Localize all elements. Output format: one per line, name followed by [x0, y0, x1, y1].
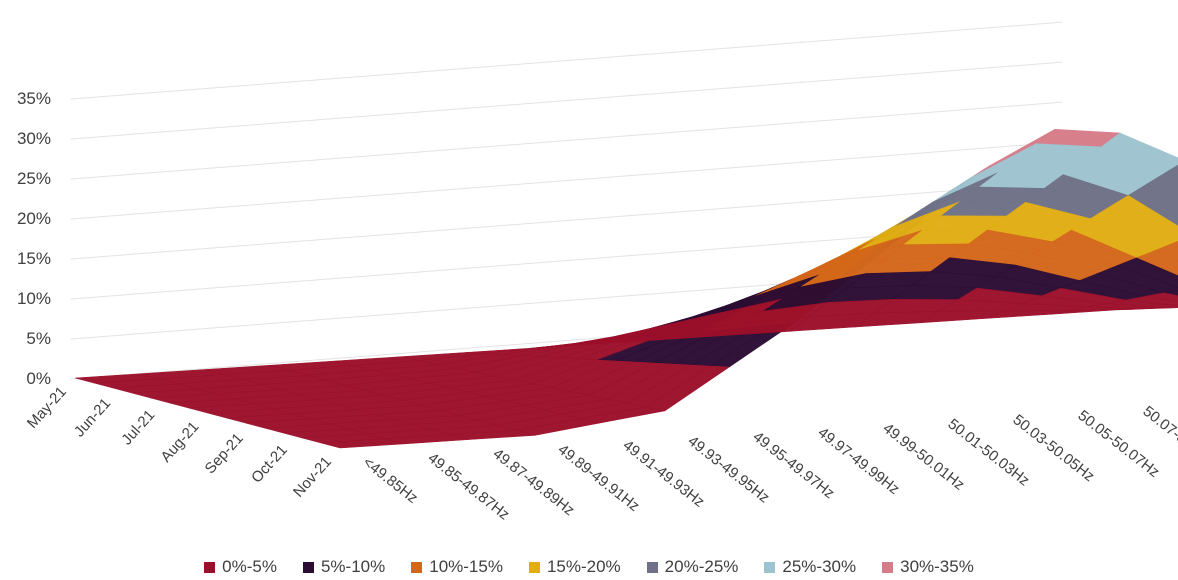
legend-item: 25%-30% [764, 557, 856, 577]
legend-label: 0%-5% [222, 557, 277, 576]
gridline [70, 61, 1063, 140]
surface-cell [1135, 250, 1178, 277]
legend-item: 5%-10% [302, 557, 386, 577]
legend-label: 15%-20% [546, 557, 621, 576]
month-tick-label: May-21 [24, 383, 70, 432]
legend-item: 10%-15% [411, 557, 503, 577]
legend-label: 10%-15% [429, 557, 503, 576]
legend-item: 30%-35% [882, 557, 974, 577]
legend-swatch [882, 561, 894, 573]
surface-cell [1154, 242, 1178, 262]
y-tick-label: 35% [17, 89, 51, 108]
surface-cell [1049, 309, 1134, 315]
surface-cell [1163, 289, 1178, 296]
gridline [70, 141, 1063, 220]
surface-cell [1173, 240, 1178, 246]
surface-cell [1127, 183, 1178, 227]
surface-cell [1146, 171, 1178, 206]
legend-swatch [646, 561, 658, 573]
legend-label: 25%-30% [782, 557, 857, 576]
legend-swatch [528, 561, 540, 573]
month-tick-label: Sep-21 [202, 430, 247, 477]
y-axis-ticks: 0% 5% 10% 15% 20% 25% 30% 35% [17, 89, 51, 388]
y-tick-label: 20% [17, 209, 51, 228]
month-tick-label: Nov-21 [290, 453, 335, 500]
surface-cell [1125, 296, 1178, 307]
legend-swatch [302, 561, 314, 573]
chart-svg: 0% 5% 10% 15% 20% 25% 30% 35% May-21 Jun-21 Jul-21… [17, 21, 1178, 523]
y-tick-label: 10% [17, 289, 51, 308]
legend-item: 20%-25% [646, 557, 739, 577]
legend-item: 15%-20% [528, 557, 621, 577]
chart-legend: 0%-5% 5%-10% 10%-15% 15%-20% 20%-25% 25%-30% 3… [0, 556, 1178, 578]
y-tick-label: 25% [17, 169, 51, 188]
legend-swatch [764, 561, 776, 573]
month-tick-label: Jul-21 [118, 407, 158, 449]
gridline [70, 181, 1063, 260]
surface-cell [1144, 292, 1178, 302]
legend-label: 5%-10% [320, 557, 386, 576]
legend-swatch [411, 561, 423, 573]
frequency-tick-label: <49.85Hz [360, 454, 421, 507]
month-tick-label: Oct-21 [248, 442, 291, 487]
legend-item: 0%-5% [204, 557, 277, 577]
legend-swatch [204, 561, 216, 573]
y-tick-label: 30% [17, 129, 51, 148]
gridline [70, 101, 1063, 180]
y-tick-label: 5% [26, 329, 51, 348]
surface-cell [1165, 164, 1178, 182]
y-tick-label: 15% [17, 249, 51, 268]
month-tick-label: Aug-21 [157, 418, 202, 465]
surface-cell [1116, 257, 1178, 288]
y-tick-label: 0% [26, 369, 51, 388]
legend-label: 20%-25% [664, 557, 739, 576]
gridline [70, 21, 1063, 100]
surface [74, 128, 1178, 449]
legend-label: 30%-35% [900, 557, 974, 576]
month-tick-label: Jun-21 [71, 395, 114, 440]
gridlines [70, 21, 1063, 380]
